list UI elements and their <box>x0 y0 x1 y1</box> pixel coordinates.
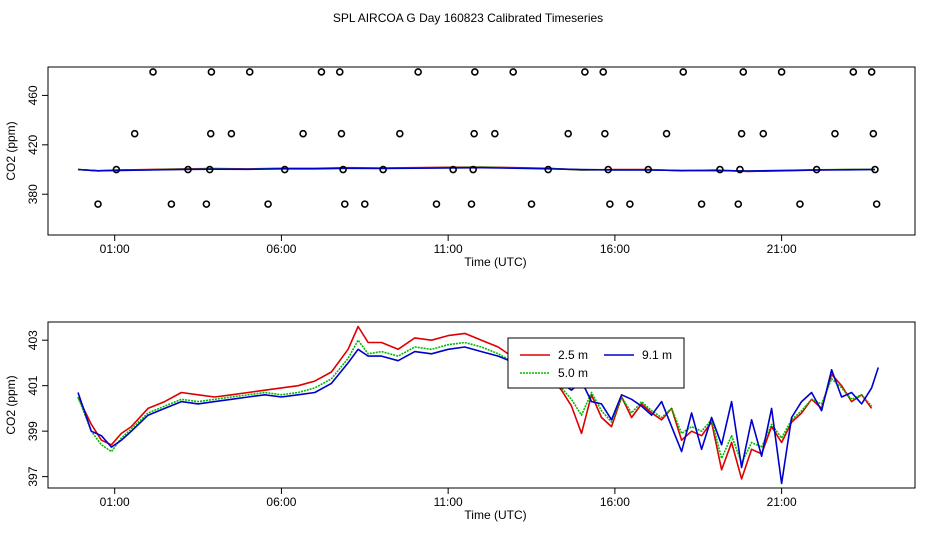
calibration-point <box>396 129 404 138</box>
calibration-point <box>734 200 743 208</box>
calibration-point <box>812 165 821 174</box>
calibration-panel: 01:00 06:00 11:00 16:00 21:00 380 420 460 Time (… <box>4 66 916 269</box>
y-tick-label: 397 <box>26 466 40 486</box>
calibration-point <box>626 200 634 208</box>
calibration-point <box>379 165 387 174</box>
y-axis-label: CO2 (ppm) <box>4 121 18 180</box>
calibration-point <box>471 68 479 76</box>
x-tick-label: 06:00 <box>266 495 296 509</box>
y-tick-label: 420 <box>26 134 40 154</box>
calibration-point <box>264 200 272 208</box>
calibration-point <box>679 68 688 76</box>
calibration-point <box>599 68 608 76</box>
x-tick-label: 01:00 <box>100 495 130 509</box>
y-tick-label: 403 <box>26 330 40 350</box>
calibration-point <box>564 129 573 138</box>
y-tick-label: 460 <box>26 85 40 105</box>
calibration-point <box>831 129 839 138</box>
calibration-point <box>644 165 653 174</box>
calibration-point <box>662 129 671 138</box>
height-timeseries-panel: 01:00 06:00 11:00 16:00 21:00 397 399 401 403 Tim… <box>4 321 916 522</box>
calibration-point <box>340 200 349 208</box>
calibration-point <box>335 68 344 76</box>
legend-label: 5.0 m <box>558 366 588 380</box>
legend-box <box>507 337 685 389</box>
plot-area <box>77 68 881 208</box>
calibration-point <box>414 68 422 76</box>
calibration-point <box>432 200 441 208</box>
calibration-point <box>469 165 477 174</box>
x-tick-label: 11:00 <box>434 242 463 256</box>
x-axis-label: Time (UTC) <box>464 508 526 522</box>
calibration-point <box>184 165 192 174</box>
calibration-point <box>527 200 536 208</box>
y-tick-label: 399 <box>26 421 40 441</box>
calibration-point <box>604 165 613 174</box>
calibration-point <box>149 68 157 76</box>
calibration-point <box>299 129 307 138</box>
calibration-point <box>737 129 746 138</box>
calibration-point <box>227 129 236 138</box>
x-tick-label: 06:00 <box>266 242 296 256</box>
calibration-point <box>317 68 326 76</box>
series-line-91m <box>77 346 880 485</box>
calibration-point <box>869 129 878 138</box>
calibration-point <box>759 129 768 138</box>
plot-frame <box>47 321 916 489</box>
x-tick-label: 16:00 <box>600 495 630 509</box>
x-tick-label: 21:00 <box>767 242 797 256</box>
figure-title: SPL AIRCOA G Day 160823 Calibrated Times… <box>333 11 603 25</box>
calibration-point <box>849 68 858 76</box>
x-tick-label: 16:00 <box>600 242 630 256</box>
x-tick-label: 01:00 <box>100 242 130 256</box>
x-tick-label: 11:00 <box>434 495 463 509</box>
calibration-point <box>130 129 139 138</box>
legend-label: 9.1 m <box>642 348 672 362</box>
calibration-point <box>360 200 369 208</box>
legend-label: 2.5 m <box>558 348 588 362</box>
calibration-point <box>796 200 804 208</box>
calibration-point <box>94 200 102 208</box>
calibration-point <box>777 68 786 76</box>
calibration-point <box>601 129 609 138</box>
calibration-point <box>872 200 881 208</box>
plot-area <box>77 325 880 485</box>
calibration-point <box>544 165 552 174</box>
y-tick-label: 401 <box>26 375 40 395</box>
calibration-point <box>245 68 254 76</box>
calibration-point <box>716 165 724 174</box>
calibration-point <box>167 200 176 208</box>
x-axis-label: Time (UTC) <box>464 255 526 269</box>
x-tick-label: 21:00 <box>767 495 797 509</box>
calibration-point <box>739 68 748 76</box>
calibration-point <box>736 165 744 174</box>
calibration-point <box>205 165 214 174</box>
calibration-point <box>606 200 614 208</box>
calibration-point <box>339 165 347 174</box>
y-axis-label: CO2 (ppm) <box>4 375 18 434</box>
calibration-point <box>207 68 216 76</box>
calibration-point <box>467 200 476 208</box>
calibration-point <box>202 200 211 208</box>
calibration-point <box>470 129 478 138</box>
calibration-point <box>337 129 346 138</box>
calibration-point <box>871 165 879 174</box>
y-tick-label: 380 <box>26 184 40 204</box>
legend: 2.5 m 9.1 m 5.0 m <box>507 337 685 389</box>
calibration-point <box>581 68 589 76</box>
calibration-point <box>509 68 517 76</box>
plot-frame <box>47 66 916 236</box>
calibration-point <box>280 165 289 174</box>
calibration-point <box>112 165 121 174</box>
calibration-point <box>449 165 457 174</box>
series-line-50m <box>77 339 873 464</box>
calibration-point <box>697 200 706 208</box>
calibration-point <box>206 129 215 138</box>
calibration-point <box>491 129 499 138</box>
calibration-point <box>867 68 876 76</box>
